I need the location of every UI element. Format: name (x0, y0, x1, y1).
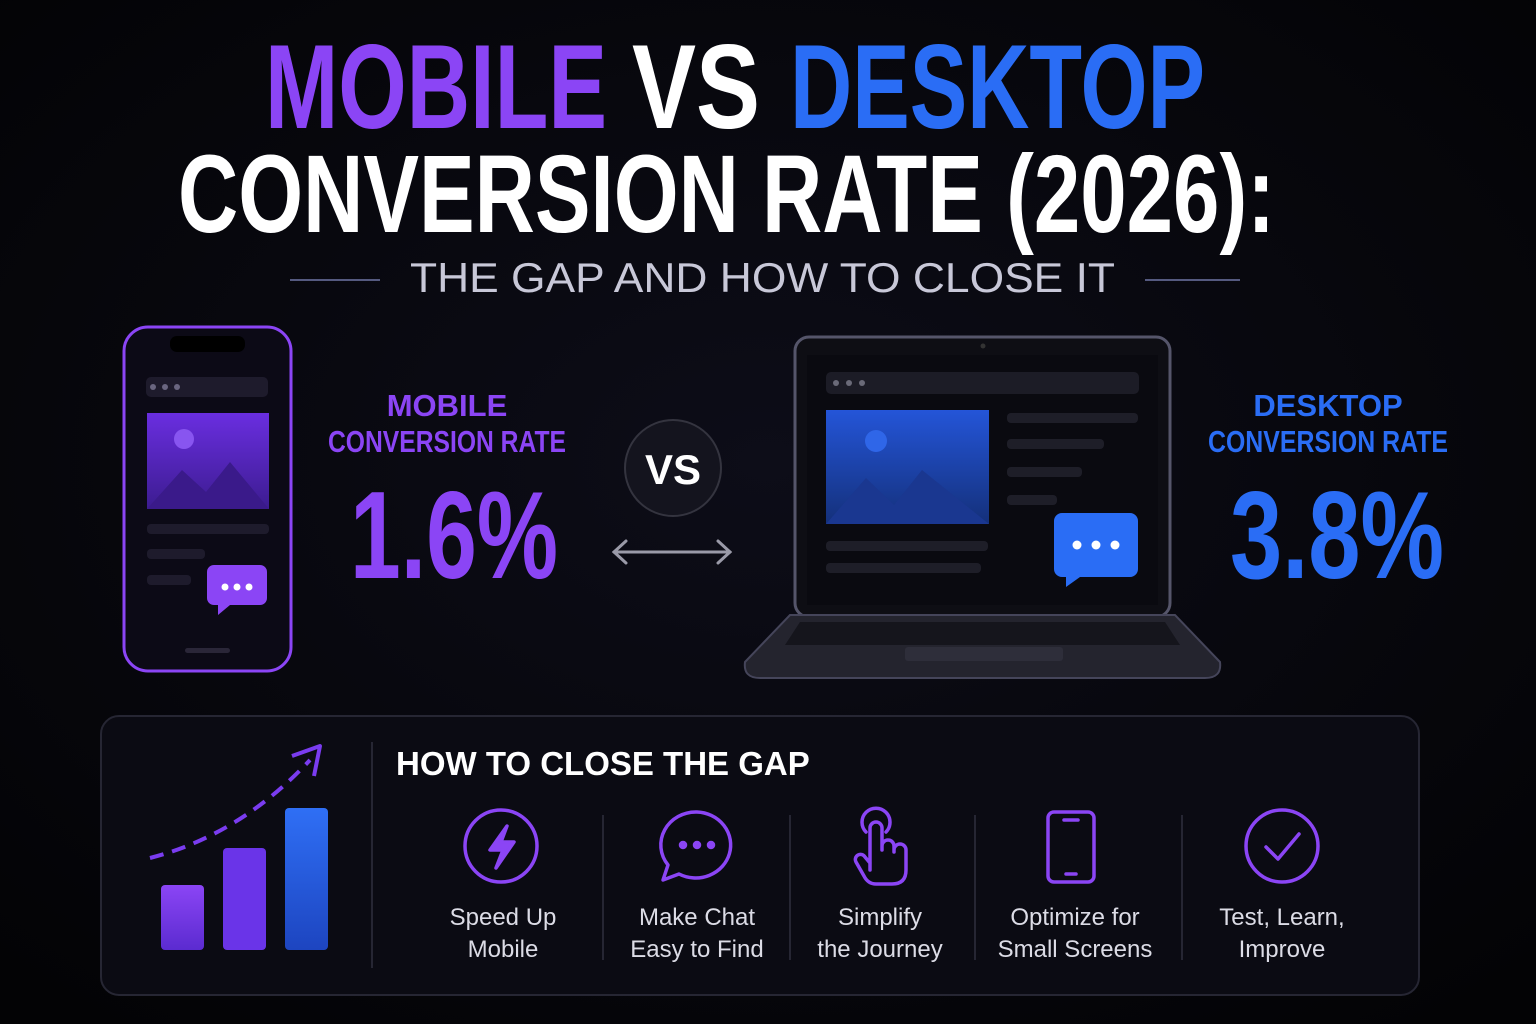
mobile-label: MOBILE (387, 388, 508, 423)
tip-text: Easy to Find (630, 936, 763, 963)
desktop-label: DESKTOP (1253, 388, 1402, 423)
tip-text: Optimize for (1010, 904, 1139, 931)
title-desktop: DESKTOP (790, 20, 1205, 154)
double-arrow (611, 539, 733, 565)
title-mobile: MOBILE (265, 20, 607, 154)
desktop-label: CONVERSION RATE (1208, 424, 1448, 459)
check-icon (1244, 808, 1320, 884)
tip-text: Make Chat (639, 904, 755, 931)
subtitle: THE GAP AND HOW TO CLOSE IT (410, 254, 1115, 301)
title-vs: VS (632, 20, 760, 154)
vs-badge (624, 419, 722, 517)
mobile-rate: 1.6% (350, 467, 558, 605)
tip-text: the Journey (817, 936, 942, 963)
desktop-rate: 3.8% (1230, 467, 1444, 605)
vs-label: VS (645, 446, 701, 493)
tip-text: Test, Learn, (1219, 904, 1344, 931)
tap-icon (853, 806, 908, 886)
title-line2: CONVERSION RATE (2026): (178, 133, 1275, 256)
growth-icon (149, 744, 328, 950)
tip-text: Simplify (838, 904, 922, 931)
tips-panel (100, 715, 1420, 996)
speed-icon (463, 808, 539, 884)
tip-text: Mobile (468, 936, 539, 963)
tips-heading: HOW TO CLOSE THE GAP (396, 745, 810, 782)
tip-text: Improve (1239, 936, 1326, 963)
tip-text: Small Screens (998, 936, 1153, 963)
tip-text: Speed Up (450, 904, 557, 931)
phone-icon (1046, 810, 1096, 884)
mobile-label: CONVERSION RATE (328, 424, 566, 459)
phone-illustration (122, 325, 293, 673)
laptop-illustration (743, 335, 1222, 679)
chat-icon (659, 810, 733, 882)
